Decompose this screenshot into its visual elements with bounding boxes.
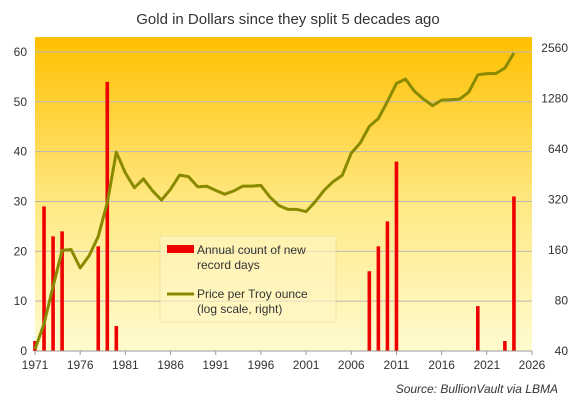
bar (114, 326, 119, 351)
legend-bar-label-line2: record days (197, 258, 260, 272)
x-tick-label: 1981 (112, 358, 139, 372)
right-tick-label: 40 (555, 344, 569, 358)
legend: Annual count of new record days Price pe… (159, 235, 337, 323)
left-tick-label: 40 (14, 145, 28, 159)
x-tick-label: 1976 (67, 358, 94, 372)
bar (394, 161, 399, 351)
chart-title: Gold in Dollars since they split 5 decad… (136, 11, 440, 28)
bar (105, 81, 110, 351)
x-tick-label: 1996 (248, 358, 275, 372)
left-tick-label: 0 (20, 344, 27, 358)
left-tick-label: 60 (14, 45, 28, 59)
right-tick-label: 640 (548, 142, 568, 156)
x-tick-label: 1991 (202, 358, 229, 372)
bar (475, 306, 480, 351)
x-tick-label: 2016 (428, 358, 455, 372)
right-axis-ticks: 40 80 160 320 640 1280 2560 (541, 41, 568, 358)
x-tick-label: 2001 (293, 358, 320, 372)
legend-bar-label-line1: Annual count of new (197, 243, 306, 257)
bar (385, 221, 390, 351)
left-tick-label: 20 (14, 244, 28, 258)
bar-series (33, 81, 516, 351)
left-tick-label: 10 (14, 294, 28, 308)
right-tick-label: 160 (548, 243, 568, 257)
right-tick-label: 80 (555, 293, 569, 307)
bar (512, 196, 516, 351)
x-tick-label: 2021 (473, 358, 500, 372)
left-tick-label: 50 (14, 95, 28, 109)
bar (503, 341, 507, 351)
bar (60, 231, 64, 351)
x-axis-ticks: 1971 1976 1981 1986 1991 1996 2001 2006 2011 2016… (22, 351, 546, 372)
right-tick-label: 320 (548, 192, 568, 206)
right-tick-label: 1280 (541, 91, 568, 105)
left-axis-ticks: 0 10 20 30 40 50 60 (14, 45, 28, 358)
legend-bar-swatch (167, 245, 194, 253)
legend-line-label-line1: Price per Troy ounce (197, 287, 308, 301)
legend-line-label-line2: (log scale, right) (197, 302, 282, 316)
source-note: Source: BullionVault via LBMA (396, 382, 558, 396)
bar (42, 206, 46, 351)
left-tick-label: 30 (14, 194, 28, 208)
bar (51, 236, 55, 351)
x-tick-label: 2011 (384, 358, 410, 372)
x-tick-label: 2006 (338, 358, 365, 372)
bar (376, 246, 381, 351)
x-tick-label: 2026 (519, 358, 546, 372)
right-tick-label: 2560 (541, 41, 568, 55)
x-tick-label: 1971 (22, 358, 49, 372)
bar (367, 271, 372, 351)
x-tick-label: 1986 (157, 358, 184, 372)
line-series (33, 52, 516, 350)
bar (96, 246, 101, 351)
price-line (33, 52, 516, 350)
